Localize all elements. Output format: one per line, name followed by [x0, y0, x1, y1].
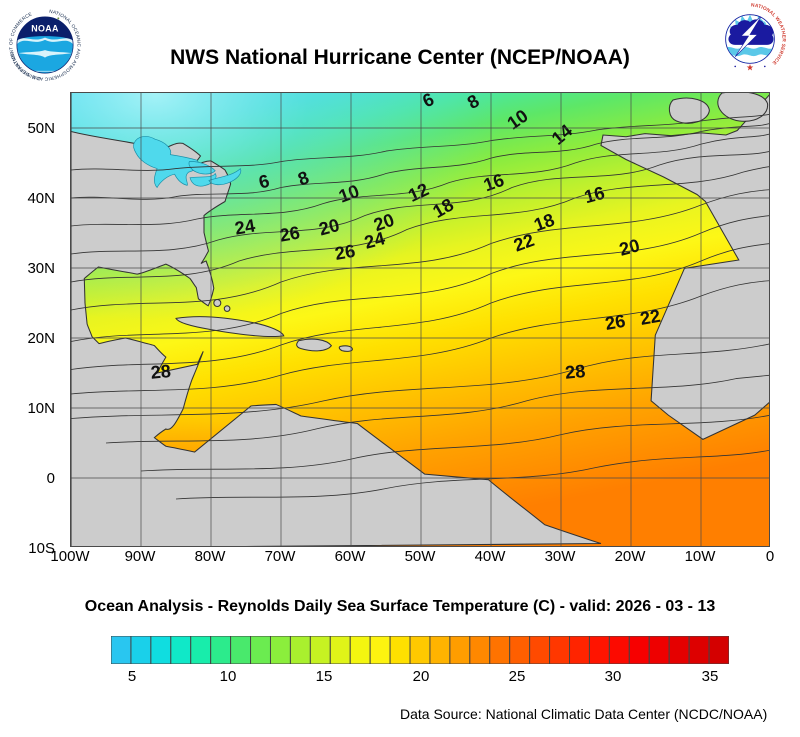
svg-text:24: 24: [233, 215, 257, 238]
svg-text:26: 26: [333, 241, 356, 264]
svg-text:22: 22: [639, 306, 662, 329]
svg-text:26: 26: [604, 311, 627, 334]
svg-text:NOAA: NOAA: [31, 24, 59, 34]
svg-text:28: 28: [564, 361, 586, 383]
svg-text:26: 26: [278, 222, 301, 245]
svg-text:28: 28: [150, 361, 172, 383]
